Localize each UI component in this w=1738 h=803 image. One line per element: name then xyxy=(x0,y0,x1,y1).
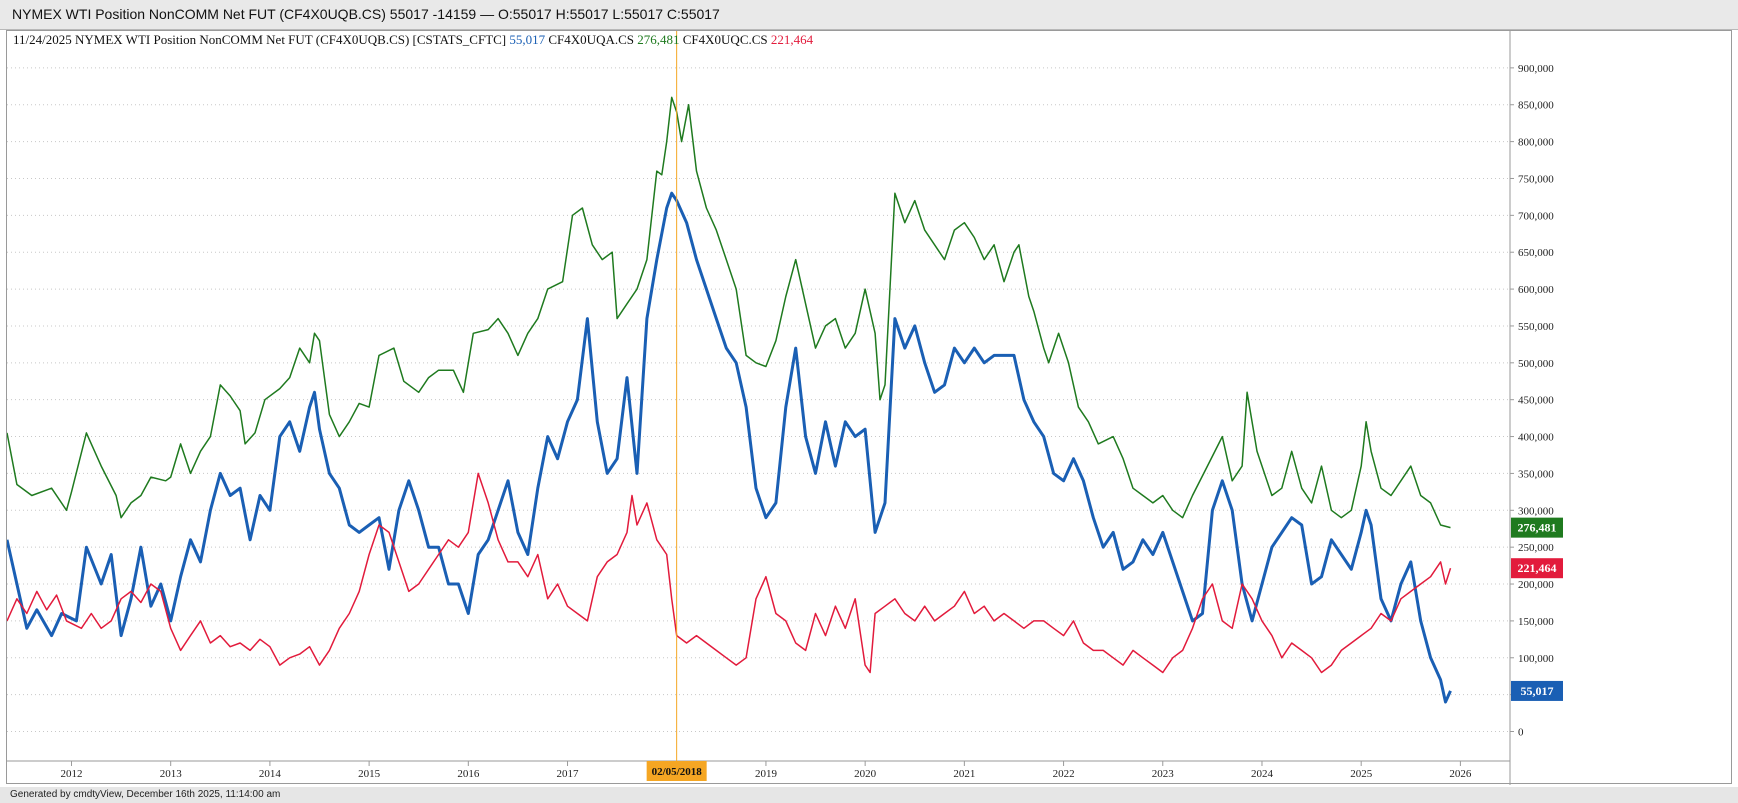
y-tick-label: 600,000 xyxy=(1518,284,1554,296)
y-tick-label: 0 xyxy=(1518,727,1524,739)
footer-bar: Generated by cmdtyView, December 16th 20… xyxy=(0,787,1738,803)
x-tick-label: 2026 xyxy=(1449,768,1472,780)
y-tick-label: 200,000 xyxy=(1518,579,1554,591)
last-value-badge-blue xyxy=(1511,680,1563,701)
x-tick-label: 2012 xyxy=(60,768,82,780)
y-tick-label: 550,000 xyxy=(1518,321,1554,333)
last-value-label-blue: 55,017 xyxy=(1521,684,1554,698)
x-tick-label: 2022 xyxy=(1053,768,1075,780)
x-tick-label: 2019 xyxy=(755,768,778,780)
chart-plot[interactable]: 2012201320142015201620172018201920202021… xyxy=(7,31,1733,785)
series-line-green xyxy=(7,96,1451,529)
series-line-red xyxy=(7,472,1452,674)
y-tick-label: 150,000 xyxy=(1518,616,1554,628)
legend-label-green: CF4X0UQA.CS xyxy=(548,32,634,47)
legend-date: 11/24/2025 xyxy=(13,32,72,47)
y-tick-label: 900,000 xyxy=(1518,63,1554,75)
x-tick-label: 2013 xyxy=(160,768,183,780)
cursor-date-label: 02/05/2018 xyxy=(652,766,703,778)
x-tick-label: 2014 xyxy=(259,768,282,780)
cursor-date-box xyxy=(646,761,707,781)
y-tick-label: 350,000 xyxy=(1518,468,1554,480)
footer-text: Generated by cmdtyView, December 16th 20… xyxy=(10,789,281,800)
y-tick-label: 500,000 xyxy=(1518,358,1554,370)
chart-frame[interactable]: 2012201320142015201620172018201920202021… xyxy=(6,30,1733,785)
y-tick-label: 450,000 xyxy=(1518,395,1554,407)
x-tick-label: 2021 xyxy=(953,768,975,780)
x-tick-label: 2025 xyxy=(1350,768,1373,780)
last-value-badges: 276,481 55,017 221,464 xyxy=(1511,517,1563,701)
y-tick-label: 250,000 xyxy=(1518,542,1554,554)
y-axis-ticks: 050,000100,000150,000200,000250,000300,0… xyxy=(1510,63,1554,739)
y-tick-label: 750,000 xyxy=(1518,173,1554,185)
chart-title: NYMEX WTI Position NonCOMM Net FUT (CF4X… xyxy=(12,6,720,22)
x-tick-label: 2023 xyxy=(1152,768,1175,780)
legend-value-blue: 55,017 xyxy=(509,32,545,47)
legend-value-red: 221,464 xyxy=(771,32,814,47)
y-tick-label: 300,000 xyxy=(1518,505,1554,517)
legend: 11/24/2025 NYMEX WTI Position NonCOMM Ne… xyxy=(13,32,814,47)
legend-series-title: NYMEX WTI Position NonCOMM Net FUT (CF4X… xyxy=(75,32,506,47)
y-tick-label: 850,000 xyxy=(1518,100,1554,112)
last-value-badge-red xyxy=(1511,558,1563,579)
y-tick-label: 650,000 xyxy=(1518,247,1554,259)
y-tick-label: 100,000 xyxy=(1518,653,1554,665)
series-line-blue xyxy=(7,191,1452,704)
legend-value-green: 276,481 xyxy=(637,32,679,47)
x-tick-label: 2020 xyxy=(854,768,877,780)
last-value-label-green: 276,481 xyxy=(1518,521,1557,535)
series-lines xyxy=(7,96,1452,704)
y-tick-label: 400,000 xyxy=(1518,432,1554,444)
y-tick-label: 800,000 xyxy=(1518,137,1554,149)
x-tick-label: 2015 xyxy=(358,768,381,780)
last-value-label-red: 221,464 xyxy=(1518,561,1557,575)
last-value-badge-green xyxy=(1511,517,1563,538)
y-tick-label: 700,000 xyxy=(1518,210,1554,222)
x-tick-label: 2017 xyxy=(557,768,580,780)
grid-lines xyxy=(7,67,1510,733)
legend-label-red: CF4X0UQC.CS xyxy=(683,32,768,47)
x-tick-label: 2016 xyxy=(457,768,480,780)
x-axis-ticks: 2012201320142015201620172018201920202021… xyxy=(60,761,1472,780)
x-tick-label: 2024 xyxy=(1251,768,1274,780)
title-bar: NYMEX WTI Position NonCOMM Net FUT (CF4X… xyxy=(0,0,1738,30)
